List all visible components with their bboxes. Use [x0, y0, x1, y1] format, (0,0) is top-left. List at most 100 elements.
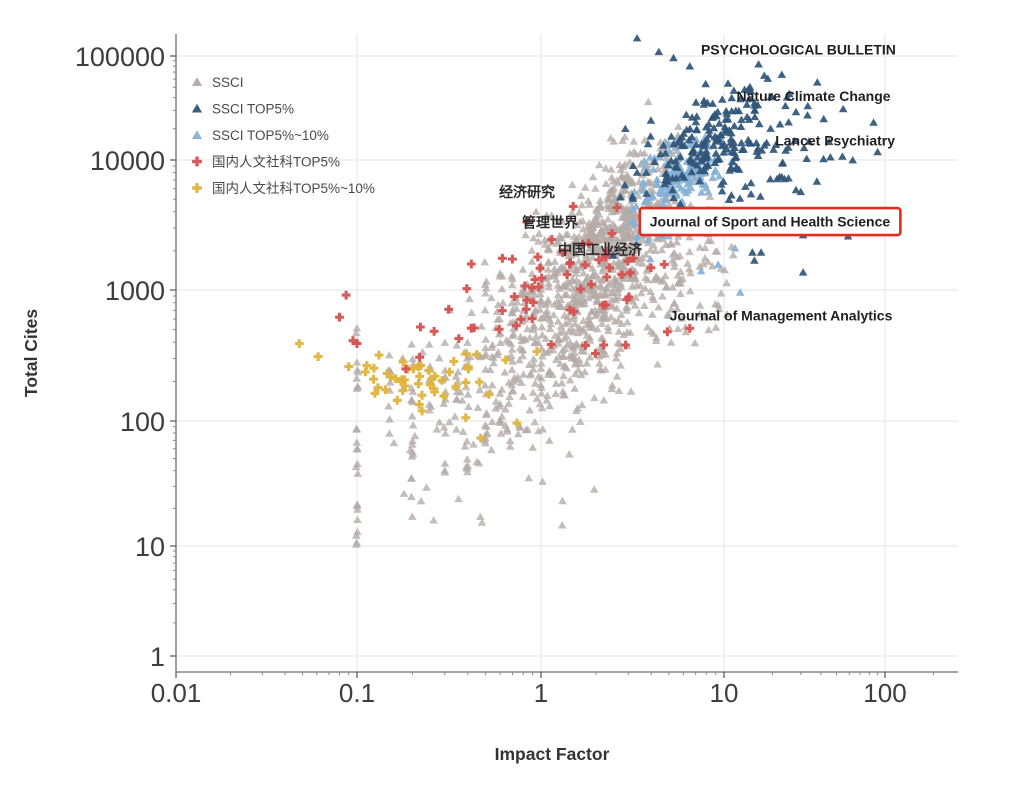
scatter-point	[535, 263, 545, 273]
scatter-point	[848, 156, 857, 164]
scatter-point	[727, 93, 736, 102]
scatter-point	[599, 396, 609, 404]
scatter-point	[481, 289, 490, 297]
scatter-point	[512, 297, 522, 306]
scatter-point	[803, 111, 812, 119]
scatter-point	[659, 188, 668, 196]
scatter-point	[695, 301, 705, 309]
scatter-point	[524, 474, 533, 482]
scatter-point	[664, 200, 674, 208]
scatter-point	[545, 346, 554, 354]
scatter-point	[646, 254, 655, 263]
scatter-point	[425, 406, 434, 414]
annotations: PSYCHOLOGICAL BULLETIN Nature Climate Cha…	[499, 42, 902, 324]
scatter-point	[658, 292, 667, 300]
scatter-point	[519, 370, 528, 378]
scatter-point	[670, 262, 679, 270]
scatter-point	[495, 389, 505, 397]
scatter-point	[608, 190, 618, 198]
annotation-label: 中国工业经济	[558, 242, 643, 259]
scatter-point	[416, 322, 425, 332]
scatter-point	[588, 223, 598, 232]
scatter-point	[599, 340, 609, 350]
scatter-point	[352, 540, 361, 548]
scatter-point	[585, 353, 595, 361]
scatter-point	[692, 125, 701, 134]
scatter-point	[562, 340, 572, 349]
scatter-point	[628, 192, 637, 200]
scatter-point	[563, 230, 572, 238]
scatter-point	[578, 239, 587, 249]
scatter-point	[585, 287, 595, 296]
scatter-point	[508, 357, 517, 365]
scatter-point	[695, 176, 705, 185]
scatter-point	[504, 399, 513, 407]
scatter-point	[772, 174, 782, 183]
scatter-point	[669, 140, 678, 148]
scatter-point	[708, 99, 717, 107]
scatter-point	[407, 412, 417, 420]
scatter-point	[386, 372, 395, 382]
scatter-points	[294, 34, 882, 548]
plus-legend-marker-icon	[192, 156, 202, 167]
scatter-point	[414, 379, 423, 389]
scatter-point	[580, 260, 590, 270]
scatter-point	[527, 246, 537, 254]
scatter-point	[675, 153, 685, 161]
scatter-point	[498, 298, 508, 306]
scatter-point	[574, 208, 584, 216]
scatter-point	[676, 289, 685, 297]
scatter-point	[572, 276, 581, 284]
scatter-point	[493, 300, 503, 308]
scatter-point	[480, 258, 490, 266]
scatter-point	[669, 193, 678, 202]
scatter-point	[659, 260, 669, 269]
scatter-point	[675, 199, 685, 207]
scatter-point	[704, 188, 713, 196]
scatter-point	[629, 253, 638, 263]
scatter-point	[352, 424, 361, 432]
scatter-point	[654, 303, 663, 311]
scatter-point	[481, 343, 490, 352]
scatter-point	[646, 327, 656, 335]
scatter-point	[592, 297, 602, 306]
scatter-point	[564, 279, 573, 287]
scatter-point	[348, 336, 358, 346]
scatter-point	[582, 331, 592, 339]
scatter-point	[597, 319, 607, 327]
scatter-point	[748, 248, 757, 256]
scatter-point	[687, 167, 696, 176]
scatter-point	[683, 259, 692, 267]
scatter-point	[643, 139, 653, 148]
scatter-point	[750, 256, 759, 264]
scatter-point	[611, 226, 621, 234]
scatter-point	[568, 202, 578, 211]
scatter-point	[392, 395, 402, 405]
scatter-point	[746, 190, 756, 198]
scatter-point	[545, 401, 554, 410]
scatter-point	[487, 445, 496, 454]
scatter-point	[524, 360, 534, 368]
scatter-point	[623, 256, 633, 266]
scatter-point	[704, 325, 713, 334]
scatter-point	[667, 132, 676, 140]
scatter-point	[408, 354, 417, 363]
scatter-point	[500, 368, 510, 376]
scatter-point	[537, 323, 547, 331]
scatter-point	[559, 391, 568, 399]
scatter-point	[695, 243, 705, 251]
scatter-point	[663, 310, 672, 319]
scatter-point	[614, 386, 624, 394]
scatter-point	[515, 356, 524, 364]
scatter-point	[439, 391, 449, 401]
scatter-point	[777, 70, 787, 78]
scatter-point	[769, 145, 778, 153]
scatter-point	[753, 151, 763, 159]
x-tick-label: 1	[534, 678, 548, 708]
scatter-point	[518, 265, 528, 273]
scatter-point	[382, 369, 392, 378]
scatter-point	[602, 272, 612, 282]
scatter-point	[508, 331, 517, 339]
scatter-point	[409, 364, 418, 374]
scatter-point	[577, 400, 587, 409]
